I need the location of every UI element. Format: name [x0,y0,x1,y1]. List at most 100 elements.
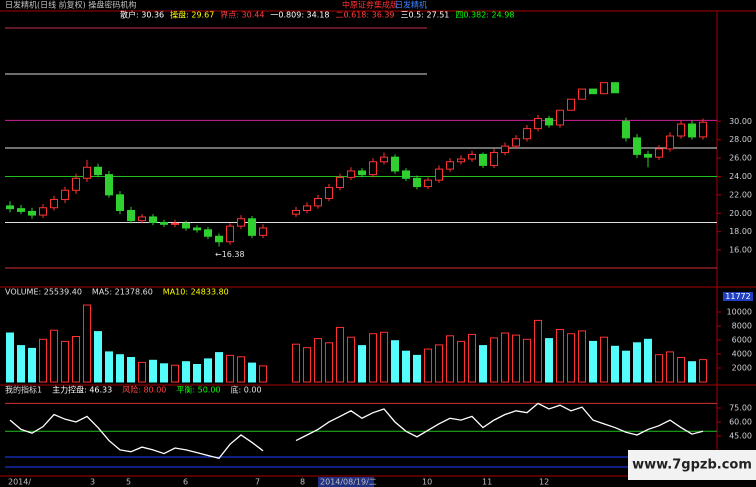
x-tick-label: 10 [422,478,432,487]
candle-body [94,166,102,176]
candle-body [50,198,58,209]
volume-bar [160,363,168,383]
volume-bar [303,347,311,383]
volume-bar [61,340,69,383]
indicator-label: 风险: 80.00 [122,385,166,395]
indicator-label: 主力控盘: 46.33 [52,385,112,395]
candle-body [193,227,201,231]
candle-body [83,166,91,179]
indicator-label: 底: 0.00 [231,385,262,395]
indicator-label: MA10: 24833.80 [163,288,229,297]
volume-bar [204,358,212,383]
date-highlight [318,477,374,487]
volume-bar [468,333,476,383]
candle-body [468,153,476,160]
candle-body [39,207,47,216]
candle-body [347,170,355,178]
volume-bar [314,338,322,383]
indicator-label: VOLUME: 25539.40 [5,288,82,297]
candle-body [567,98,575,111]
volume-bar [259,365,267,383]
y-tick-label: 30.00 [729,117,752,126]
candle-body [358,170,366,176]
volume-bar [611,345,619,383]
y-tick-label: 24.00 [729,172,752,181]
candle-body [138,216,146,222]
volume-bar [622,350,630,383]
candle-body [127,209,135,222]
x-tick-label: 2014/08/19/二 [320,478,377,487]
volume-bar [413,354,421,383]
volume-bar [149,359,157,383]
candle-body [303,205,311,211]
volume-bar [171,364,179,383]
volume-bar [600,336,608,383]
volume-bar [336,326,344,383]
volume-bar [589,340,597,383]
volume-bar [501,332,509,383]
max-label-box [723,292,753,301]
broker: 中原证券集成版 [342,0,398,10]
candle-body [501,145,509,154]
indicator-label: 我的指标1 [5,385,42,395]
x-tick-label: 11 [482,478,492,487]
y-tick-label: 75.00 [729,404,752,413]
y-tick-label: 4000 [732,350,752,359]
volume-bar [479,345,487,383]
candle-body [435,168,443,181]
candle-body [457,158,465,163]
y-tick-label: 16.00 [729,246,752,255]
y-tick-label: 18.00 [729,227,752,236]
x-tick-label: 6 [183,478,188,487]
volume-bar [666,351,674,383]
candle-body [655,148,663,158]
candle-body [226,225,234,243]
volume-bar [182,361,190,383]
candle-body [699,121,707,138]
stat: 散户: 30.36 [120,10,164,20]
volume-bar [391,340,399,383]
volume-bar [237,356,245,383]
x-tick-label: 3 [90,478,95,487]
x-tick-label: 2014/ [8,478,31,487]
candle-body [28,210,36,216]
stat: 操盘: 29.67 [170,10,214,20]
stock-name: 日发精机 [395,0,427,10]
max-label: 11772 [725,292,750,301]
volume-bar [567,333,575,383]
candle-body [204,229,212,237]
candle-body [248,218,256,236]
volume-bar [556,329,564,383]
volume-bar [226,354,234,383]
y-tick-label: 6000 [732,336,752,345]
y-tick-label: 20.00 [729,209,752,218]
volume-bar [72,336,80,383]
volume-bar [512,334,520,383]
volume-bar [39,338,47,383]
volume-bar [534,319,542,383]
volume-bar [325,342,333,383]
y-tick-label: 26.00 [729,154,752,163]
volume-bar [446,335,454,383]
candle-body [545,118,553,126]
volume-bar [83,304,91,383]
candle-body [336,176,344,189]
candle-body [314,198,322,207]
volume-bar [369,333,377,383]
candle-body [391,156,399,172]
volume-bar [655,354,663,383]
y-tick-label: 10000 [727,308,752,317]
candle-body [72,177,80,191]
indicator-label: 平衡: 50.00 [176,385,220,395]
candle-body [259,227,267,236]
candle-body [6,205,14,210]
y-tick-label: 2000 [732,364,752,373]
y-tick-label: 28.00 [729,135,752,144]
candle-body [325,187,333,200]
candle-body [413,177,421,188]
candle-body [633,137,641,155]
candle-body [589,88,597,95]
volume-bar [490,337,498,383]
volume-bar [380,331,388,383]
